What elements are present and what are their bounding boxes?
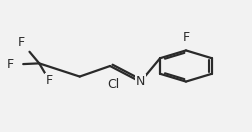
Text: F: F — [18, 36, 25, 49]
Text: N: N — [135, 75, 145, 88]
Text: Cl: Cl — [107, 78, 119, 91]
Text: F: F — [182, 31, 189, 44]
Text: F: F — [7, 58, 14, 71]
Text: F: F — [46, 74, 53, 87]
